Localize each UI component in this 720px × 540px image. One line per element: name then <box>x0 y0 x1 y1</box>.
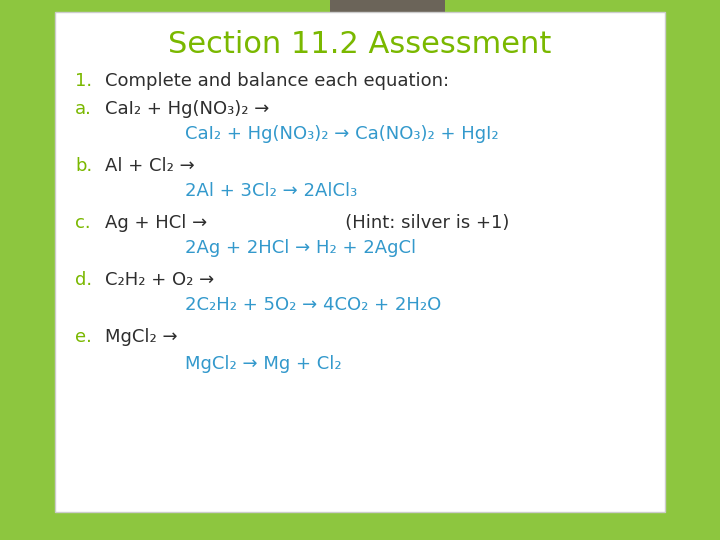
Text: CaI₂ + Hg(NO₃)₂ → Ca(NO₃)₂ + HgI₂: CaI₂ + Hg(NO₃)₂ → Ca(NO₃)₂ + HgI₂ <box>185 125 499 143</box>
Text: 2Ag + 2HCl → H₂ + 2AgCl: 2Ag + 2HCl → H₂ + 2AgCl <box>185 239 416 257</box>
FancyBboxPatch shape <box>330 0 445 42</box>
Text: MgCl₂ → Mg + Cl₂: MgCl₂ → Mg + Cl₂ <box>185 355 341 373</box>
Text: MgCl₂ →: MgCl₂ → <box>105 328 178 346</box>
Text: e.: e. <box>75 328 92 346</box>
Text: d.: d. <box>75 271 92 289</box>
Text: a.: a. <box>75 100 92 118</box>
FancyBboxPatch shape <box>55 12 665 512</box>
Text: b.: b. <box>75 157 92 175</box>
Text: C₂H₂ + O₂ →: C₂H₂ + O₂ → <box>105 271 215 289</box>
Text: Complete and balance each equation:: Complete and balance each equation: <box>105 72 449 90</box>
Text: 2Al + 3Cl₂ → 2AlCl₃: 2Al + 3Cl₂ → 2AlCl₃ <box>185 182 357 200</box>
Text: CaI₂ + Hg(NO₃)₂ →: CaI₂ + Hg(NO₃)₂ → <box>105 100 269 118</box>
Text: c.: c. <box>75 214 91 232</box>
Text: 2C₂H₂ + 5O₂ → 4CO₂ + 2H₂O: 2C₂H₂ + 5O₂ → 4CO₂ + 2H₂O <box>185 296 441 314</box>
Text: Ag + HCl →                        (Hint: silver is +1): Ag + HCl → (Hint: silver is +1) <box>105 214 509 232</box>
Text: 1.: 1. <box>75 72 92 90</box>
Text: Al + Cl₂ →: Al + Cl₂ → <box>105 157 194 175</box>
Text: Section 11.2 Assessment: Section 11.2 Assessment <box>168 30 552 59</box>
